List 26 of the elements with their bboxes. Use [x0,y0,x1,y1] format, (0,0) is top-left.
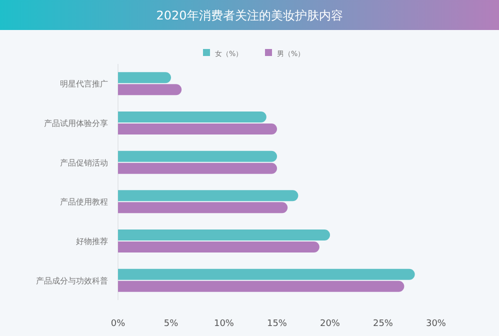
bar [118,162,277,174]
x-tick-label: 0% [110,319,126,329]
bar [118,124,277,134]
chart-title: 2020年消费者关注的美妆护肤内容 [156,8,343,22]
y-tick-label: 明星代言推广 [60,80,108,89]
bar [118,84,182,96]
bar [118,280,404,292]
bar [118,230,330,240]
y-tick-label: 好物推荐 [76,237,108,246]
x-tick-label: 30% [426,319,446,329]
bar [118,112,266,122]
x-tick-label: 20% [320,319,340,329]
bar [118,190,298,202]
bar [118,72,171,84]
x-tick-label: 25% [372,319,394,329]
x-tick-label: 10% [214,319,234,329]
y-tick-label: 产品使用教程 [60,198,108,207]
bar [118,242,320,252]
bar [118,268,415,280]
x-tick-label: 5% [164,319,179,329]
y-tick-label: 产品成分与功效科普 [36,276,108,286]
y-tick-label: 产品试用体验分享 [44,119,108,128]
y-tick-label: 产品促销活动 [60,158,108,168]
bar [118,150,277,162]
x-tick-label: 15% [266,319,288,329]
bar [118,202,288,214]
